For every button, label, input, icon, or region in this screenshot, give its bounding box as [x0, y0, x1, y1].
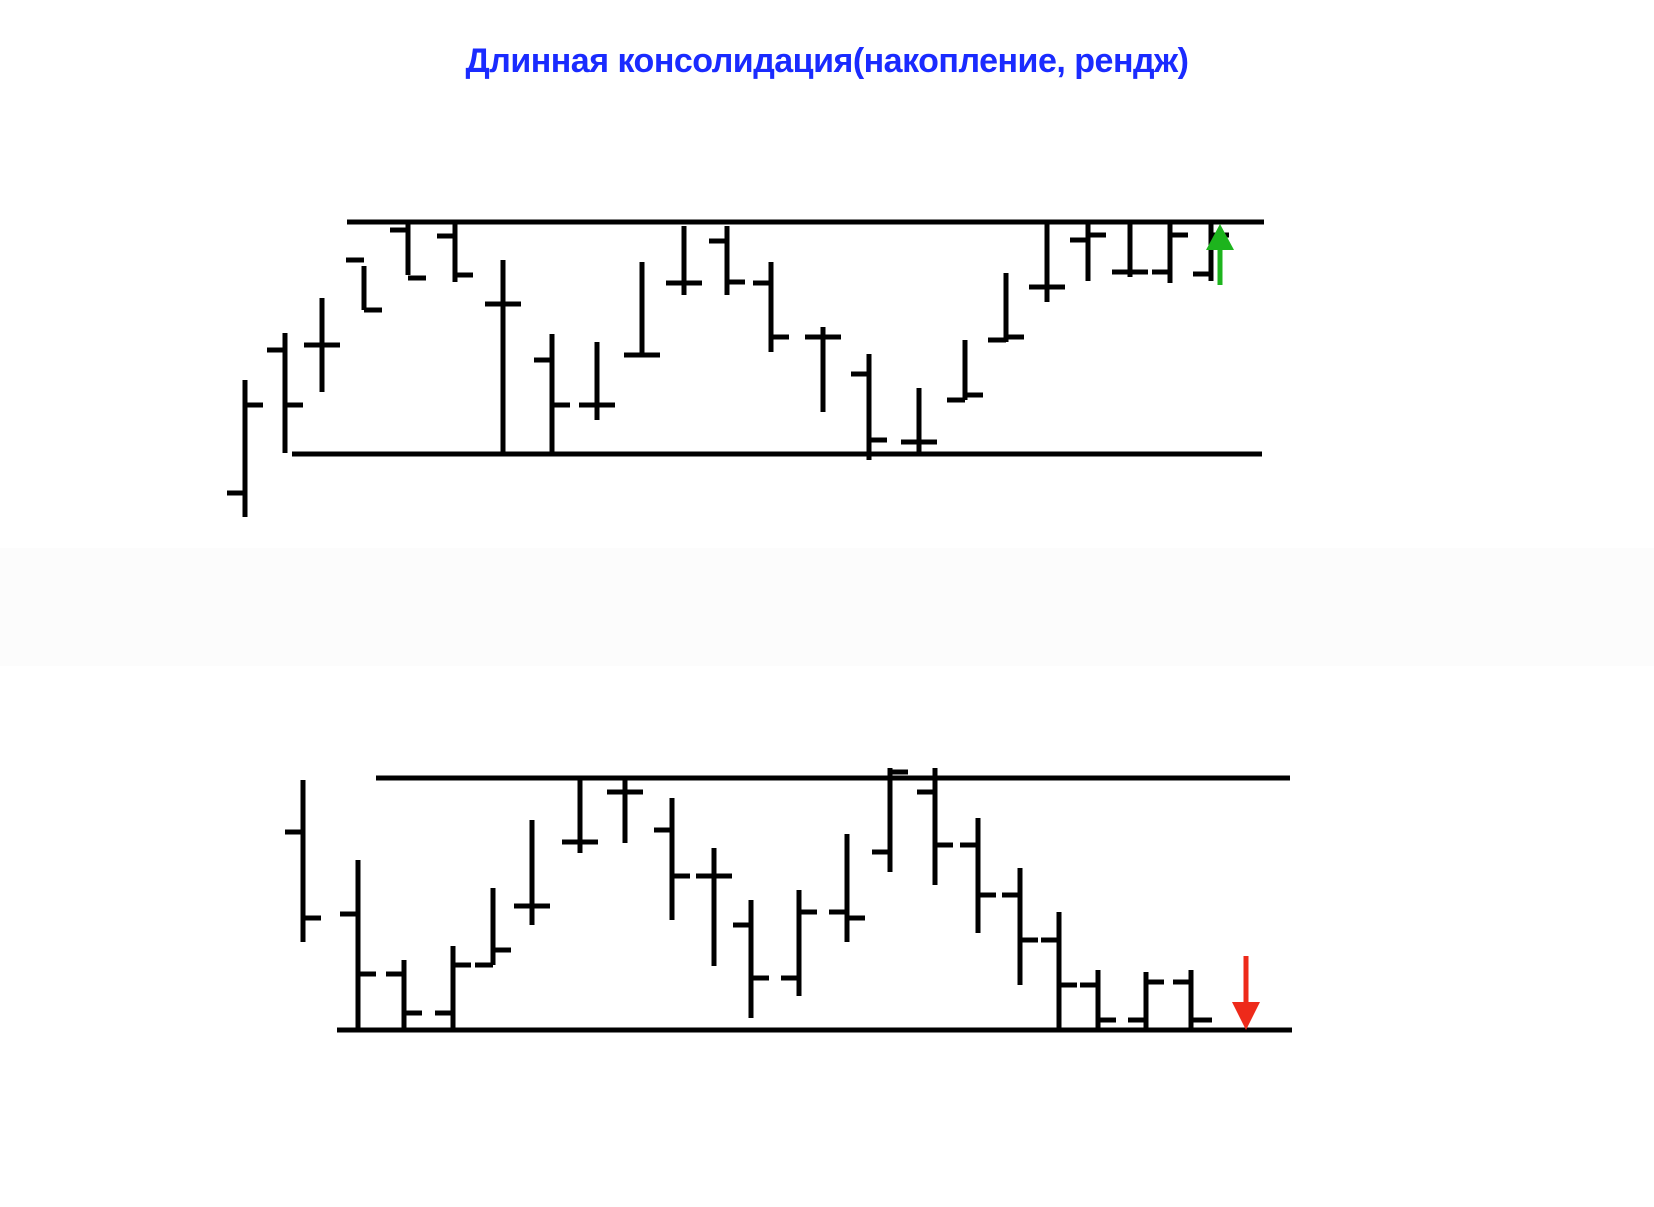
divider-band	[0, 548, 1654, 666]
top-range-chart	[227, 219, 1264, 517]
ohlc-bars	[227, 222, 1229, 517]
chart-title: Длинная консолидация(накопление, рендж)	[465, 42, 1190, 80]
ohlc-bars	[285, 768, 1212, 1030]
breakout-down-arrow-icon	[1232, 956, 1260, 1030]
breakout-up-arrow-icon	[1206, 224, 1234, 285]
bottom-range-chart	[285, 768, 1292, 1033]
